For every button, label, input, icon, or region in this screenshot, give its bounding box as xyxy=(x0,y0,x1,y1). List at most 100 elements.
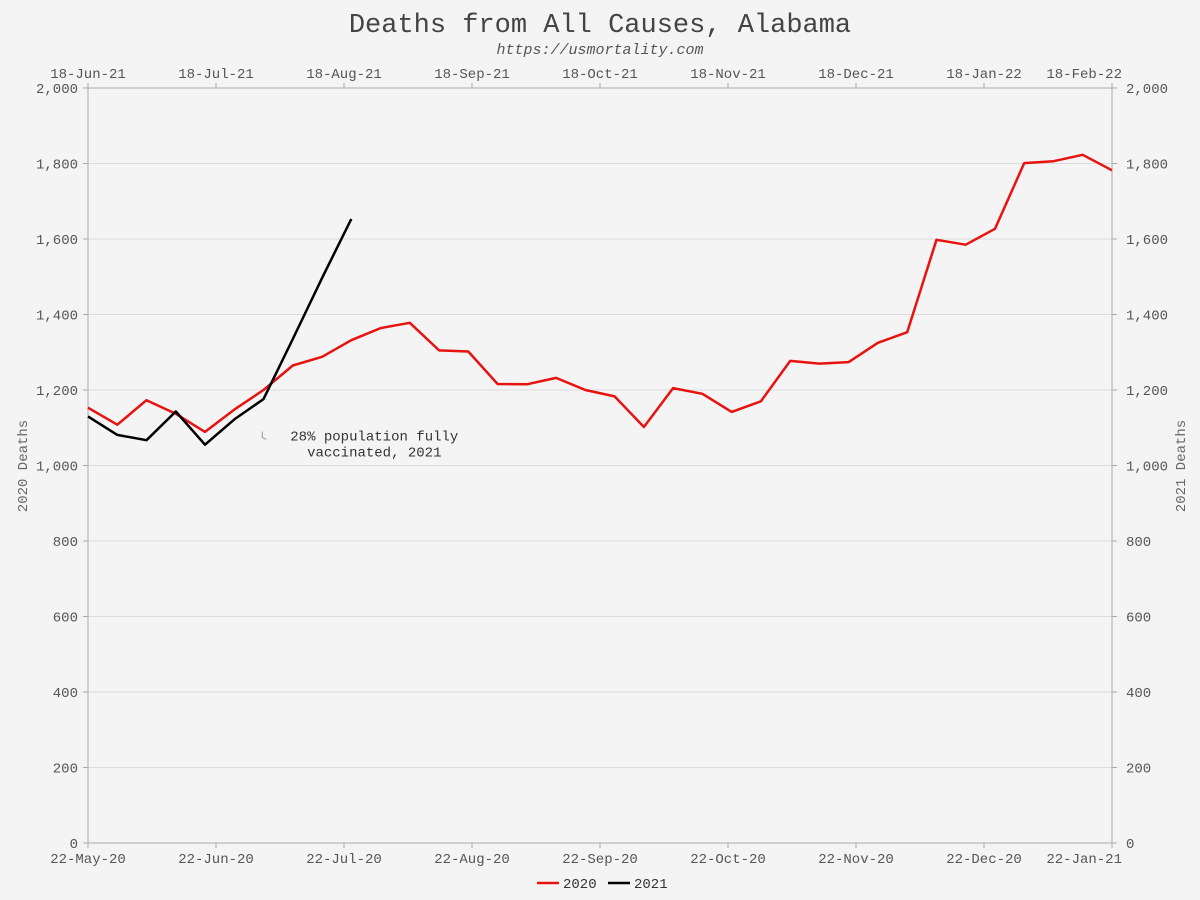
data-point-2020 xyxy=(320,355,324,359)
x-tick-label-top: 18-Jan-22 xyxy=(946,67,1022,83)
x-tick-label-bottom: 22-Jan-21 xyxy=(1046,852,1122,868)
x-tick-label-bottom: 22-Aug-20 xyxy=(434,852,510,868)
data-point-2020 xyxy=(1051,159,1055,163)
annotation-line-1: 28% population fully xyxy=(290,429,458,445)
y-tick-label-left: 600 xyxy=(53,611,78,627)
data-point-2021 xyxy=(115,433,119,437)
y-axis-label-left: 2020 Deaths xyxy=(16,420,32,512)
data-point-2020 xyxy=(1081,153,1085,157)
y-tick-label-right: 1,600 xyxy=(1126,233,1168,249)
y-tick-label-left: 1,800 xyxy=(36,158,78,174)
x-tick-label-bottom: 22-May-20 xyxy=(50,852,126,868)
data-point-2021 xyxy=(262,397,266,401)
y-tick-label-right: 0 xyxy=(1126,837,1134,853)
data-point-2020 xyxy=(817,362,821,366)
y-tick-label-right: 600 xyxy=(1126,611,1151,627)
y-tick-label-right: 800 xyxy=(1126,535,1151,551)
x-tick-label-top: 18-Jul-21 xyxy=(178,67,254,83)
legend: 2020 2021 xyxy=(537,877,668,893)
data-point-2020 xyxy=(730,410,734,414)
y-tick-label-left: 800 xyxy=(53,535,78,551)
data-point-2020 xyxy=(86,406,90,410)
x-tick-label-bottom: 22-Sep-20 xyxy=(562,852,638,868)
y-tick-label-left: 1,400 xyxy=(36,309,78,325)
x-tick-label-top: 18-Nov-21 xyxy=(690,67,766,83)
x-tick-label-top: 18-Aug-21 xyxy=(306,67,382,83)
data-point-2020 xyxy=(993,227,997,231)
x-tick-label-top: 18-Oct-21 xyxy=(562,67,638,83)
data-point-2020 xyxy=(437,348,441,352)
data-point-2021 xyxy=(320,276,324,280)
data-point-2020 xyxy=(379,326,383,330)
data-point-2020 xyxy=(671,386,675,390)
data-point-2021 xyxy=(86,414,90,418)
data-point-2020 xyxy=(349,338,353,342)
data-point-2020 xyxy=(115,423,119,427)
x-tick-label-bottom: 22-Jun-20 xyxy=(178,852,254,868)
x-tick-label-top: 18-Sep-21 xyxy=(434,67,510,83)
y-tick-label-right: 200 xyxy=(1126,762,1151,778)
x-tick-label-top: 18-Dec-21 xyxy=(818,67,894,83)
data-point-2020 xyxy=(642,425,646,429)
series xyxy=(86,153,1114,447)
y-axis-label-right: 2021 Deaths xyxy=(1174,420,1190,512)
chart-subtitle[interactable]: https://usmortality.com xyxy=(496,42,703,59)
y-tick-label-left: 200 xyxy=(53,762,78,778)
data-point-2020 xyxy=(847,360,851,364)
axes xyxy=(83,83,1117,848)
y-tick-label-left: 0 xyxy=(70,837,78,853)
data-point-2021 xyxy=(174,410,178,414)
data-point-2021 xyxy=(291,337,295,341)
data-point-2020 xyxy=(700,392,704,396)
data-point-2020 xyxy=(788,359,792,363)
data-point-2020 xyxy=(291,363,295,367)
tick-labels: 0 0 200 200 400 400 600 600 800 800 1,000 1,000 1,20… xyxy=(36,67,1168,868)
data-point-2020 xyxy=(1110,168,1114,172)
data-point-2020 xyxy=(964,243,968,247)
chart-title: Deaths from All Causes, Alabama xyxy=(349,11,851,41)
data-point-2020 xyxy=(525,382,529,386)
y-tick-label-right: 1,400 xyxy=(1126,309,1168,325)
data-point-2020 xyxy=(905,330,909,334)
data-point-2021 xyxy=(349,217,353,221)
legend-label-2020: 2020 xyxy=(563,877,597,893)
data-point-2020 xyxy=(1022,161,1026,165)
data-point-2020 xyxy=(232,408,236,412)
series-line-2020 xyxy=(87,153,1113,434)
y-tick-label-left: 1,600 xyxy=(36,233,78,249)
x-tick-label-top: 18-Feb-22 xyxy=(1046,67,1122,83)
y-tick-label-right: 1,000 xyxy=(1126,460,1168,476)
series-line-2021 xyxy=(87,218,353,446)
x-tick-label-top: 18-Jun-21 xyxy=(50,67,126,83)
y-tick-label-right: 1,200 xyxy=(1126,384,1168,400)
data-point-2020 xyxy=(759,399,763,403)
y-tick-label-right: 2,000 xyxy=(1126,82,1168,98)
y-tick-label-right: 400 xyxy=(1126,686,1151,702)
data-point-2020 xyxy=(583,388,587,392)
x-tick-label-bottom: 22-Dec-20 xyxy=(946,852,1022,868)
data-point-2020 xyxy=(496,382,500,386)
legend-label-2021: 2021 xyxy=(634,877,668,893)
data-point-2020 xyxy=(876,341,880,345)
annotation-connector xyxy=(261,431,267,440)
data-point-2020 xyxy=(613,394,617,398)
data-point-2020 xyxy=(466,349,470,353)
grid xyxy=(88,87,1112,844)
data-point-2020 xyxy=(145,398,149,402)
x-tick-label-bottom: 22-Nov-20 xyxy=(818,852,894,868)
y-tick-label-left: 2,000 xyxy=(36,82,78,98)
data-point-2020 xyxy=(262,388,266,392)
annotation-line-2: vaccinated, 2021 xyxy=(307,445,441,461)
y-tick-label-left: 1,200 xyxy=(36,384,78,400)
x-tick-label-bottom: 22-Oct-20 xyxy=(690,852,766,868)
x-tick-label-bottom: 22-Jul-20 xyxy=(306,852,382,868)
data-point-2020 xyxy=(203,430,207,434)
data-point-2020 xyxy=(408,321,412,325)
data-point-2020 xyxy=(554,376,558,380)
data-point-2021 xyxy=(145,438,149,442)
data-point-2021 xyxy=(203,443,207,447)
data-point-2021 xyxy=(232,417,236,421)
y-tick-label-left: 400 xyxy=(53,686,78,702)
